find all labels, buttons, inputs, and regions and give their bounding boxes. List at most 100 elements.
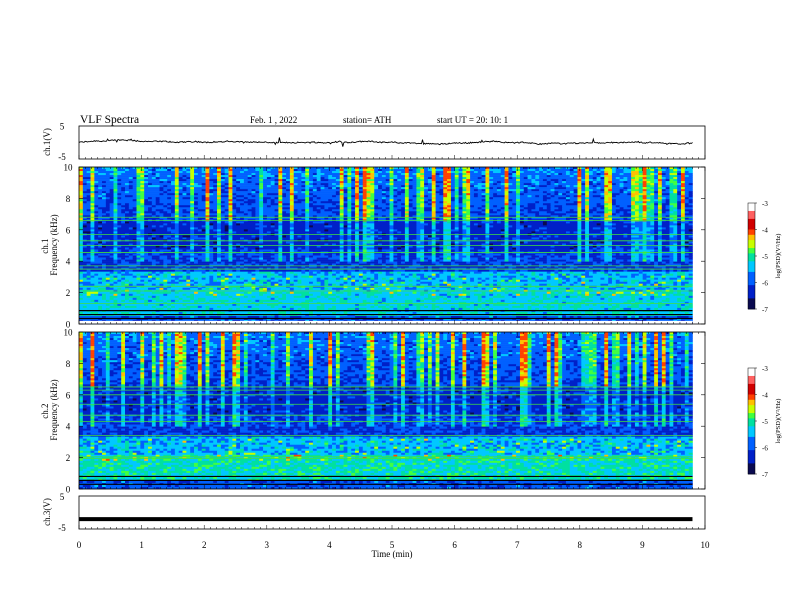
spectrogram-cell	[427, 191, 433, 194]
spectrogram-cell	[79, 247, 84, 250]
spectrogram-cell	[355, 217, 360, 220]
spectrogram-cell	[680, 193, 686, 196]
spectrogram-cell	[194, 197, 199, 200]
spectrogram-cell	[554, 217, 567, 220]
spectrogram-cell	[573, 175, 578, 178]
spectrogram-cell	[420, 205, 425, 208]
spectrogram-cell	[673, 243, 678, 246]
spectrogram-cell	[608, 215, 613, 218]
spectrogram-cell	[113, 187, 118, 190]
spectrogram-cell	[217, 249, 222, 252]
spectrogram-cell	[121, 179, 137, 182]
spectrogram-cell	[159, 181, 164, 184]
spectrogram-cell	[339, 215, 344, 218]
spectrogram-cell	[638, 189, 643, 192]
spectrogram-cell	[102, 227, 114, 230]
spectrogram-cell	[588, 217, 594, 220]
spectrogram-cell	[508, 195, 517, 198]
spectrogram-cell	[650, 213, 655, 216]
spectrogram-cell	[424, 213, 433, 216]
spectrogram-cell	[631, 227, 636, 230]
spectrogram-cell	[224, 177, 229, 180]
spectrogram-cell	[431, 195, 436, 198]
spectrogram-cell	[684, 169, 693, 172]
spectrogram-cell	[286, 189, 291, 192]
spectrogram-cell	[408, 201, 417, 204]
spectrogram-cell	[642, 211, 647, 214]
spectrogram-cell	[182, 171, 187, 174]
spectrogram-cell	[355, 253, 360, 256]
spectrogram-cell	[339, 195, 344, 198]
spectrogram-cell	[140, 255, 153, 258]
spectrogram-cell	[86, 183, 91, 186]
spectrogram-cell	[573, 195, 578, 198]
spectrogram-cell	[577, 181, 582, 184]
spectrogram-cell	[370, 211, 375, 214]
spectrogram-cell	[489, 167, 505, 170]
spectrogram-cell	[680, 213, 686, 216]
spectrogram-cell	[462, 201, 467, 204]
spectrogram-cell	[619, 205, 628, 208]
spectrogram-cell	[335, 203, 341, 206]
spectrogram-cell	[98, 197, 103, 200]
spectrogram-cell	[136, 173, 145, 176]
spectrogram-cell	[335, 169, 341, 172]
spectrogram-cell	[151, 177, 156, 180]
spectrogram-cell	[619, 245, 632, 248]
spectrogram-cell	[385, 171, 390, 174]
spectrogram-cell	[485, 181, 490, 184]
spectrogram-cell	[600, 231, 605, 234]
spectrogram-cell	[646, 225, 655, 228]
spectrogram-cell	[255, 199, 260, 202]
spectrogram-cell	[661, 191, 670, 194]
spectrogram-cell	[332, 183, 337, 186]
spectrogram-cell	[585, 195, 590, 198]
spectrogram-cell	[125, 215, 133, 218]
spectrogram-cell	[86, 225, 91, 228]
spectrogram-cell	[171, 255, 176, 258]
spectrogram-cell	[320, 175, 329, 178]
spectrogram-cell	[174, 201, 179, 204]
spectrogram-cell	[366, 243, 375, 246]
spectrogram-cell	[592, 191, 597, 194]
spectrogram-cell	[332, 215, 341, 218]
spectrogram-cell	[573, 191, 578, 194]
spectrogram-cell	[688, 241, 693, 244]
spectrogram-cell	[128, 227, 133, 230]
spectrogram-cell	[125, 183, 130, 186]
spectrogram-cell	[500, 231, 505, 234]
spectrogram-cell	[79, 181, 84, 184]
spectrogram-cell	[504, 197, 509, 200]
spectrogram-cell	[669, 243, 674, 246]
spectrogram-cell	[151, 237, 156, 240]
spectrogram-cell	[113, 175, 118, 178]
spectrogram-cell	[473, 223, 479, 226]
spectrogram-cell	[232, 171, 241, 174]
spectrogram-cell	[404, 229, 410, 232]
spectrogram-cell	[205, 197, 210, 200]
spectrogram-cell	[293, 201, 302, 204]
spectrogram-cell	[117, 229, 137, 232]
spectrogram-cell	[105, 205, 110, 208]
spectrogram-cell	[136, 205, 141, 208]
spectrogram-cell	[228, 249, 233, 252]
spectrogram-cell	[98, 217, 110, 220]
spectrogram-cell	[431, 177, 436, 180]
spectrogram-cell	[508, 211, 517, 214]
spectrogram-cell	[527, 217, 532, 220]
spectrogram-cell	[220, 183, 225, 186]
spectrogram-cell	[209, 213, 218, 216]
spectrogram-cell	[669, 177, 674, 180]
spectrogram-cell	[485, 223, 490, 226]
spectrogram-cell	[220, 181, 229, 184]
spectrogram-cell	[424, 253, 433, 256]
spectrogram-cell	[642, 203, 647, 206]
spectrogram-cell	[462, 189, 467, 192]
spectrogram-cell	[266, 215, 275, 218]
spectrogram-cell	[324, 167, 329, 170]
spectrogram-cell	[550, 183, 555, 186]
spectrogram-cell	[282, 207, 291, 210]
spectrogram-cell	[117, 203, 122, 206]
spectrogram-cell	[462, 175, 471, 178]
spectrogram-cell	[174, 221, 179, 224]
